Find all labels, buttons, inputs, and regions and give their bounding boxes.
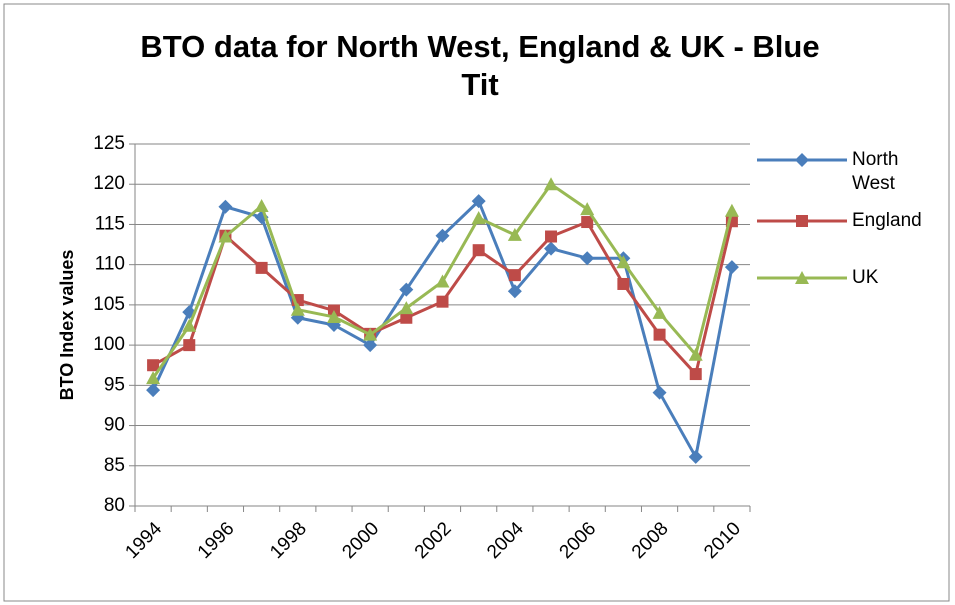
y-tick-label: 95 [104,374,125,395]
y-tick-label: 115 [95,213,125,234]
marker [580,251,595,266]
marker [182,318,197,332]
marker [326,309,341,323]
marker [255,261,268,274]
chart-border [3,3,950,602]
marker [363,338,378,353]
marker [617,277,630,290]
marker [218,229,233,243]
marker [724,260,739,275]
y-tick-label: 100 [93,334,125,355]
y-tick-label: 125 [93,133,125,154]
marker [183,339,196,352]
y-axis-label: BTO Index values [57,250,77,401]
marker [507,227,522,241]
marker [689,368,702,381]
legend-label: UK [852,267,879,288]
y-tick-label: 120 [93,173,125,194]
y-tick-label: 105 [93,294,125,315]
marker [436,295,449,308]
y-tick-label: 90 [104,415,125,436]
marker [688,347,703,361]
marker [508,269,521,282]
marker [435,274,450,288]
legend-label: England [852,210,922,231]
marker [290,302,305,316]
marker [795,153,809,167]
chart-title: BTO data for North West, England & UK - … [140,29,820,102]
marker [796,215,808,227]
marker [544,241,559,256]
y-tick-label: 80 [104,495,125,516]
marker [254,198,269,212]
y-tick-label: 110 [95,254,125,275]
marker [688,449,703,464]
marker [507,284,522,299]
legend-label: North West [852,149,899,194]
marker [363,327,378,341]
marker [471,211,486,225]
marker [724,203,739,217]
y-tick-label: 85 [104,455,125,476]
marker [218,199,233,214]
marker [545,230,558,243]
marker [652,305,667,319]
marker [616,255,631,269]
marker [400,311,413,324]
marker [544,177,559,191]
marker [653,328,666,341]
marker [471,194,486,209]
marker [795,271,809,284]
marker [399,282,414,297]
marker [435,228,450,243]
marker [580,202,595,216]
marker [399,301,414,315]
marker [472,244,485,257]
marker [146,371,161,385]
marker [146,383,161,398]
marker [581,216,594,229]
marker [652,385,667,400]
marker [147,359,160,372]
